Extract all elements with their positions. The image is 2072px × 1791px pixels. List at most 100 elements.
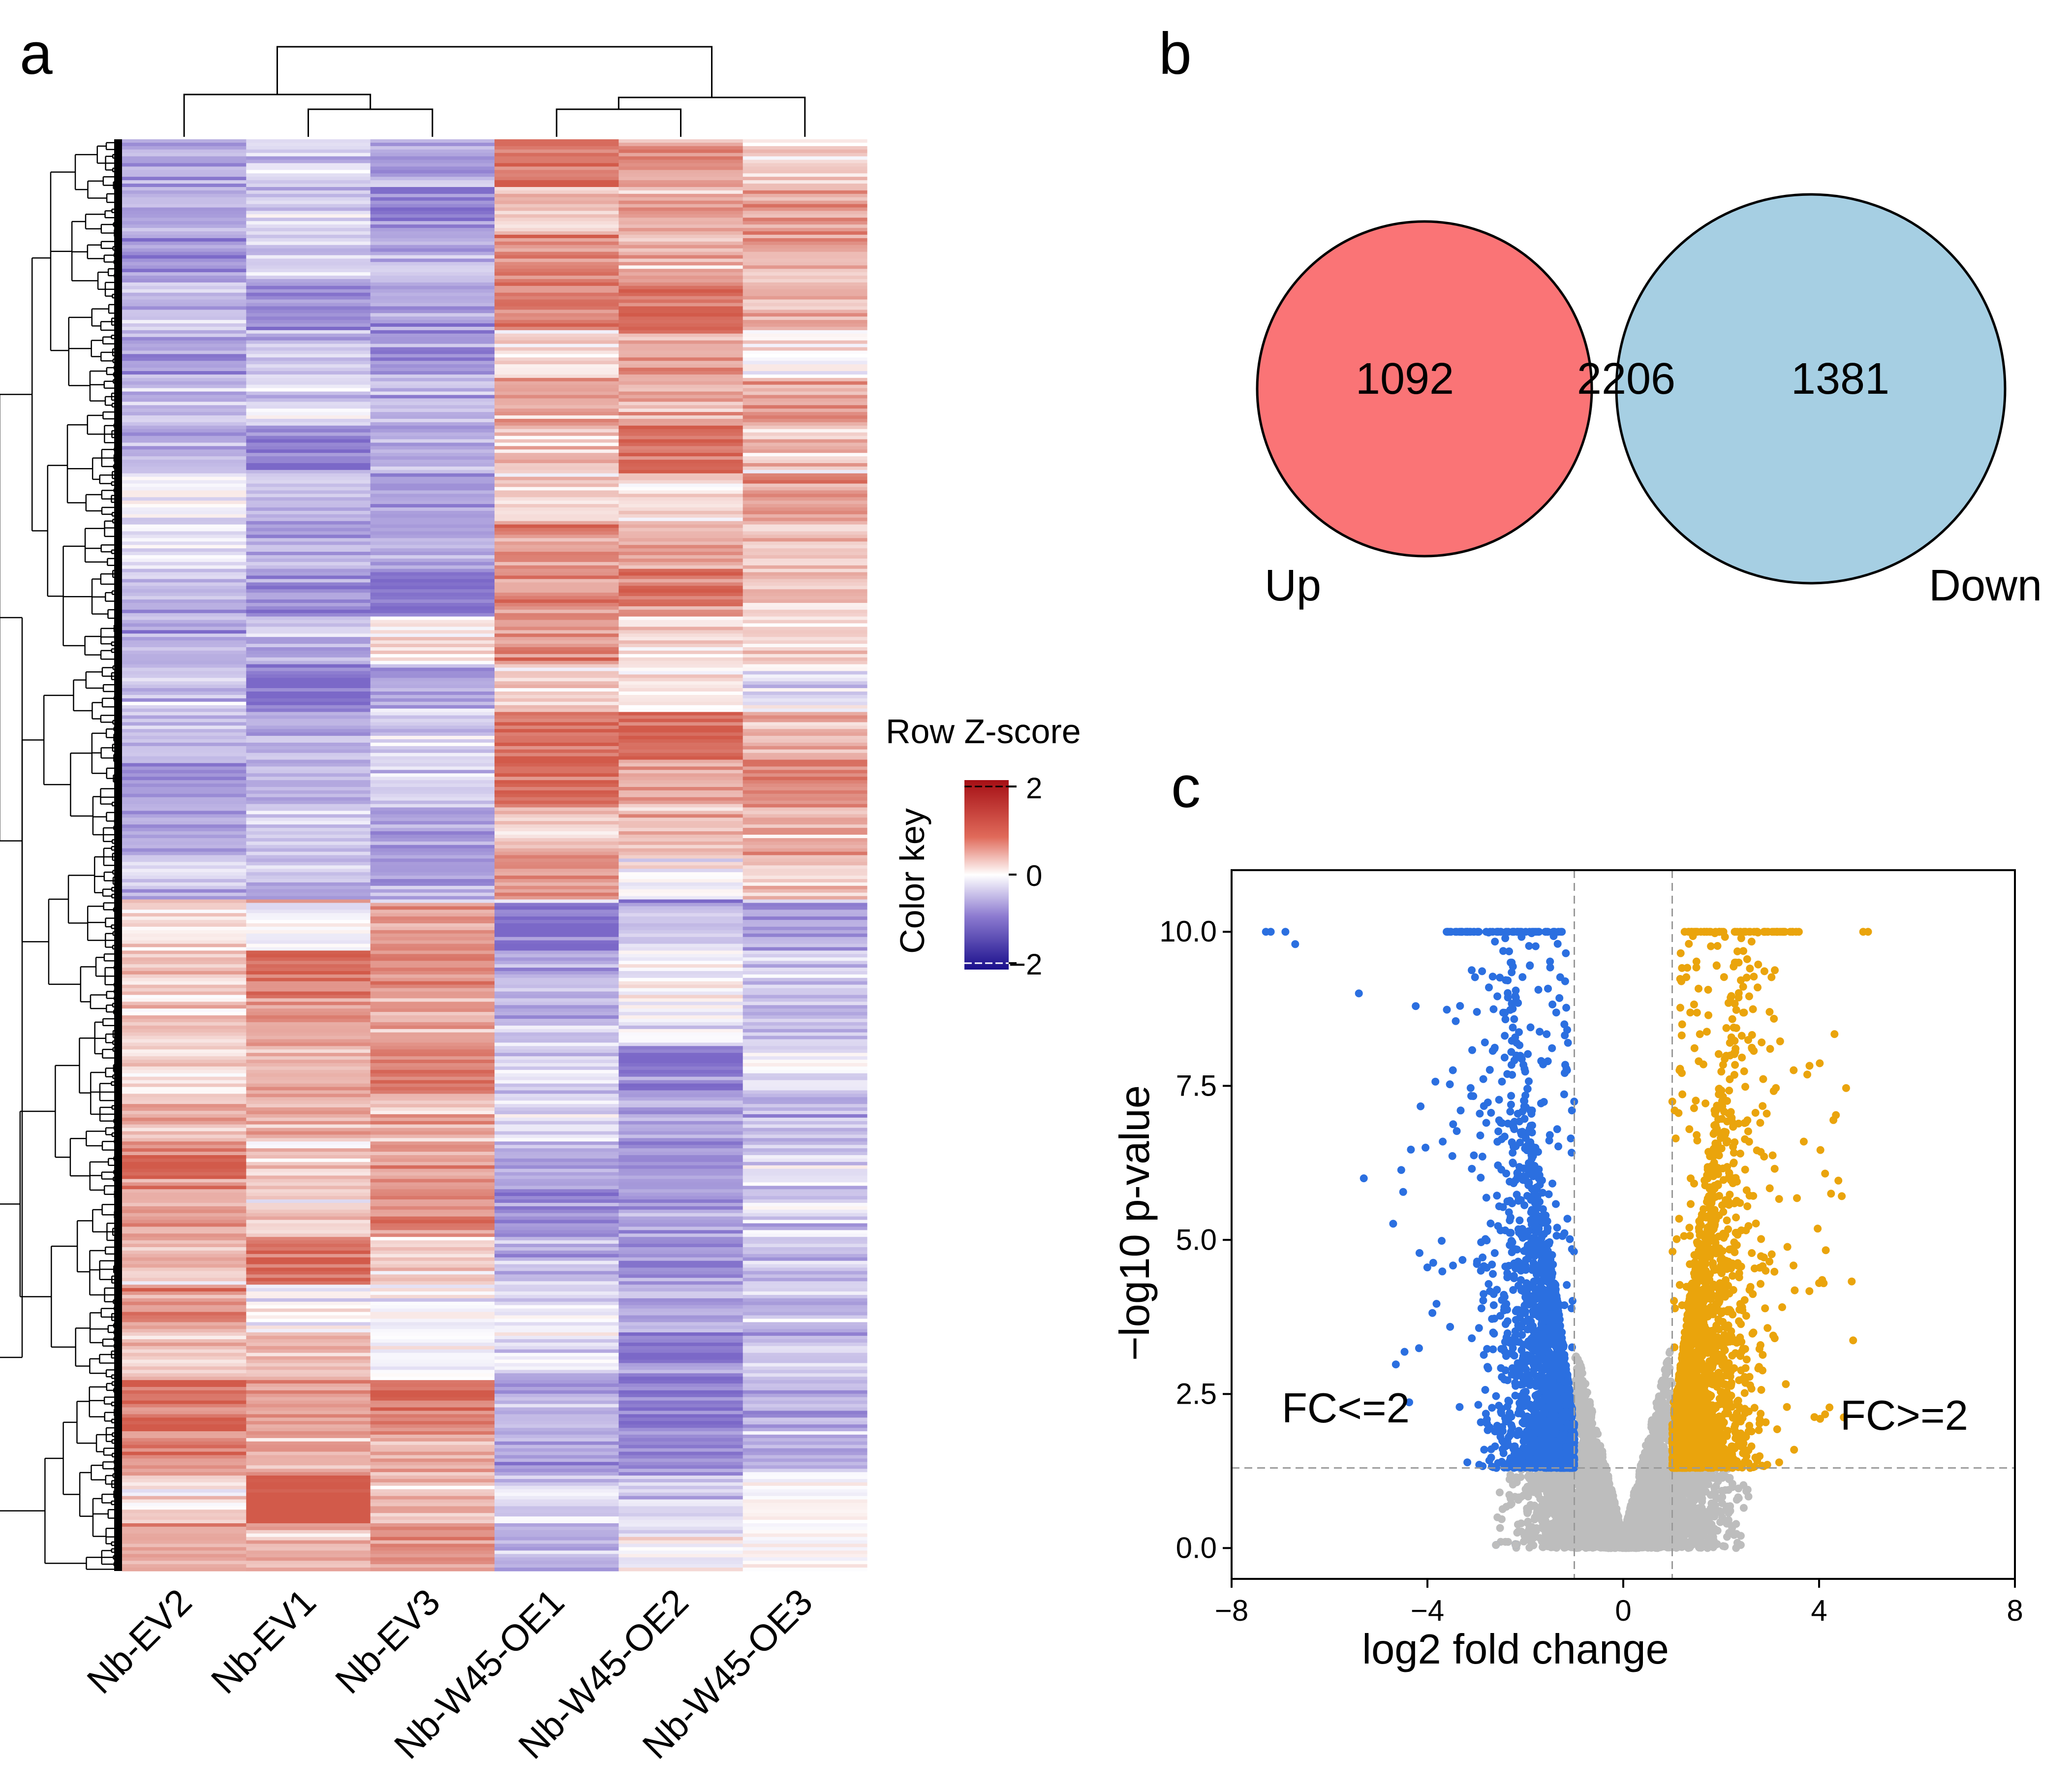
heatmap-cell xyxy=(742,1561,867,1565)
heatmap-cell xyxy=(742,627,867,630)
heatmap-cell xyxy=(495,517,619,522)
heatmap-cell xyxy=(495,988,619,992)
heatmap-cell xyxy=(246,548,371,552)
heatmap-cell xyxy=(122,1424,247,1428)
heatmap-cell xyxy=(246,933,371,938)
heatmap-cell xyxy=(495,1523,619,1527)
heatmap-cell xyxy=(122,708,247,713)
heatmap-cell xyxy=(122,1537,247,1541)
heatmap-cell xyxy=(742,1315,867,1320)
heatmap-cell xyxy=(370,1015,495,1019)
heatmap-cell xyxy=(495,974,619,978)
heatmap-cell xyxy=(122,623,247,628)
heatmap-cell xyxy=(742,1046,867,1050)
heatmap-cell xyxy=(370,1476,495,1479)
heatmap-cell xyxy=(246,1250,371,1255)
heatmap-cell xyxy=(122,514,247,518)
heatmap-cell xyxy=(370,637,495,641)
heatmap-cell xyxy=(122,1237,247,1241)
heatmap-cell xyxy=(370,279,495,283)
heatmap-cell xyxy=(370,524,495,529)
heatmap-cell xyxy=(246,957,371,961)
heatmap-cell xyxy=(495,1503,619,1507)
heatmap-cell xyxy=(495,1069,619,1074)
heatmap-cell xyxy=(370,1032,495,1037)
heatmap-cell xyxy=(742,1533,867,1538)
heatmap-cell xyxy=(122,872,247,876)
heatmap-cell xyxy=(370,937,495,941)
heatmap-cell xyxy=(246,1294,371,1299)
heatmap-cell xyxy=(619,214,743,218)
heatmap-cell xyxy=(495,991,619,996)
heatmap-cell xyxy=(370,1346,495,1350)
heatmap-cell xyxy=(370,715,495,720)
heatmap-cell xyxy=(495,1564,619,1568)
heatmap-cell xyxy=(246,241,371,246)
heatmap-cell xyxy=(122,582,247,586)
heatmap-cell xyxy=(122,1206,247,1210)
heatmap-cell xyxy=(495,793,619,798)
panel-label-c: c xyxy=(1171,754,1201,820)
heatmap-cell xyxy=(122,1046,247,1050)
heatmap-cell xyxy=(495,1329,619,1333)
heatmap-cell xyxy=(619,910,743,913)
heatmap-cell xyxy=(619,1366,743,1370)
heatmap-cell xyxy=(742,1301,867,1306)
heatmap-cell xyxy=(619,885,743,890)
heatmap-cell xyxy=(122,923,247,927)
heatmap-cell xyxy=(742,139,867,143)
heatmap-cell xyxy=(742,422,867,426)
heatmap-cell xyxy=(619,453,743,457)
heatmap-cell xyxy=(619,705,743,709)
heatmap-cell xyxy=(370,640,495,644)
heatmap-cell xyxy=(619,1148,743,1152)
heatmap-cell xyxy=(246,1131,371,1135)
heatmap-cell xyxy=(495,739,619,743)
heatmap-cell xyxy=(742,708,867,713)
heatmap-cell xyxy=(122,1431,247,1435)
heatmap-cell xyxy=(122,1267,247,1272)
heatmap-cell xyxy=(246,531,371,535)
heatmap-cell xyxy=(619,784,743,787)
heatmap-cell xyxy=(742,374,867,378)
heatmap-cell xyxy=(246,1506,371,1510)
heatmap-cell xyxy=(495,930,619,934)
heatmap-cell xyxy=(370,487,495,491)
heatmap-cell xyxy=(619,968,743,972)
heatmap-cell xyxy=(370,1158,495,1163)
heatmap-cell xyxy=(619,1561,743,1565)
heatmap-cell xyxy=(370,1220,495,1224)
heatmap-cell xyxy=(495,1336,619,1340)
heatmap-cell xyxy=(619,1428,743,1432)
heatmap-cell xyxy=(495,903,619,907)
heatmap-cell xyxy=(246,821,371,825)
heatmap-cell xyxy=(122,950,247,954)
heatmap-cell xyxy=(495,685,619,689)
heatmap-cell xyxy=(495,1359,619,1364)
heatmap-cell xyxy=(619,207,743,212)
heatmap-cell xyxy=(122,957,247,961)
heatmap-cell xyxy=(122,1540,247,1544)
heatmap-cell xyxy=(370,1114,495,1118)
heatmap-cell xyxy=(246,1291,371,1295)
heatmap-cell xyxy=(619,510,743,515)
heatmap-cell xyxy=(619,777,743,781)
heatmap-cell xyxy=(370,1094,495,1098)
heatmap-cell xyxy=(742,1489,867,1493)
heatmap-cell xyxy=(619,265,743,269)
heatmap-cell xyxy=(742,398,867,402)
heatmap-cell xyxy=(742,1281,867,1285)
heatmap-cell xyxy=(370,1206,495,1210)
heatmap-cell xyxy=(619,892,743,897)
heatmap-cell xyxy=(122,1036,247,1040)
heatmap-cell xyxy=(495,1189,619,1193)
heatmap-cell xyxy=(742,599,867,603)
heatmap-cell xyxy=(495,398,619,402)
heatmap-cell xyxy=(370,1520,495,1524)
heatmap-cell xyxy=(619,1233,743,1237)
heatmap-cell xyxy=(246,1448,371,1452)
heatmap-cell xyxy=(246,793,371,798)
heatmap-cell xyxy=(742,715,867,720)
heatmap-cell xyxy=(742,303,867,307)
heatmap-cell xyxy=(246,784,371,787)
